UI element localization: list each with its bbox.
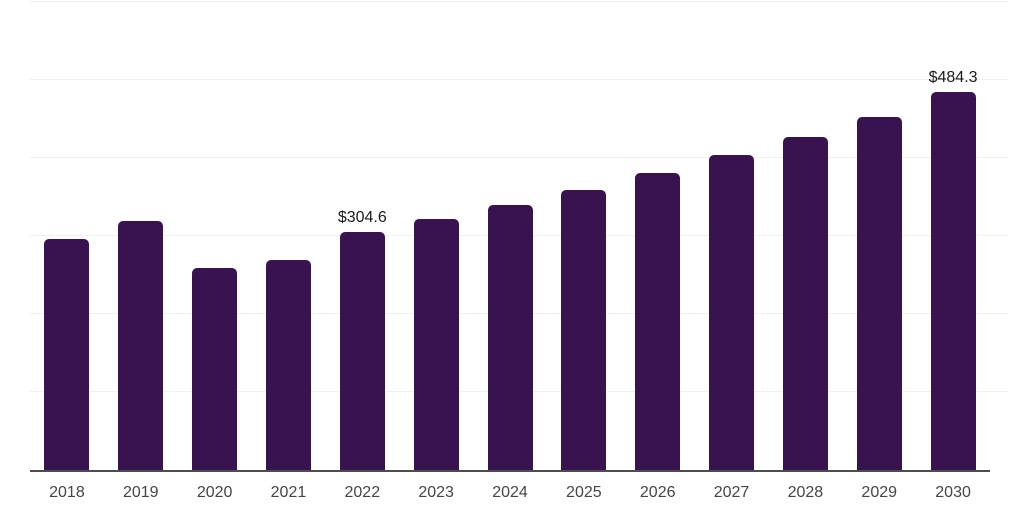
- x-tick-label-2022: 2022: [344, 484, 381, 501]
- x-tick-label-2018: 2018: [49, 484, 85, 501]
- gridline-600: [30, 1, 1008, 2]
- bar-2022: [339, 232, 385, 470]
- bar-2023: [413, 218, 459, 470]
- plot-area: $304.6 $484.3: [30, 1, 1008, 472]
- bar-2028: [782, 136, 828, 470]
- data-label-2030: $484.3: [928, 69, 978, 87]
- x-tick-label-2025: 2025: [566, 484, 602, 501]
- bar-2020: [192, 267, 238, 470]
- x-tick-label-2020: 2020: [196, 484, 233, 501]
- bar-2029: [856, 116, 902, 470]
- bar-2024: [487, 204, 533, 470]
- x-tick-label-2029: 2029: [861, 484, 898, 501]
- x-tick-label-2028: 2028: [787, 484, 824, 501]
- bar-2018: [44, 239, 90, 470]
- data-label-2022: $304.6: [337, 209, 387, 227]
- bar-2030: [930, 92, 976, 470]
- x-tick-label-2019: 2019: [122, 484, 159, 501]
- gridline-500: [30, 79, 1008, 80]
- bar-2026: [635, 172, 681, 470]
- x-tick-label-2024: 2024: [492, 484, 528, 501]
- bar-2025: [561, 189, 607, 470]
- x-tick-label-2021: 2021: [270, 484, 307, 501]
- bar-2021: [265, 260, 311, 470]
- bar-2027: [709, 154, 755, 470]
- x-tick-label-2023: 2023: [418, 484, 454, 501]
- bar-2019: [118, 221, 164, 470]
- x-tick-label-2026: 2026: [639, 484, 676, 501]
- x-tick-label-2027: 2027: [713, 484, 750, 501]
- x-tick-label-2030: 2030: [935, 484, 971, 501]
- gridline-400: [30, 157, 1008, 158]
